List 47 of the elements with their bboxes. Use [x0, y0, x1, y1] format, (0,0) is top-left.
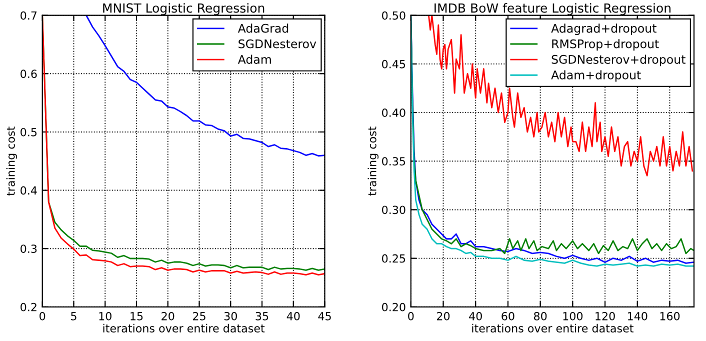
y-tick-label: 0.40	[382, 108, 406, 117]
y-tick-label: 0.30	[382, 206, 406, 214]
y-tick-label: 0.25	[382, 254, 406, 263]
legend-label: Adagrad+dropout	[551, 24, 656, 36]
line-series	[428, 15, 694, 176]
x-tick-label: 60	[502, 312, 514, 320]
chart-title: MNIST Logistic Regression	[103, 3, 264, 16]
legend-label: Adam	[238, 54, 271, 64]
y-axis-title: training cost	[6, 126, 18, 196]
y-tick-label: 0.4	[20, 186, 37, 195]
y-tick-label: 0.20	[382, 302, 406, 312]
x-tick-label: 40	[469, 312, 482, 320]
legend-label: Adam+dropout	[551, 70, 641, 82]
x-tick-label: 25	[192, 312, 206, 320]
x-axis-title: iterations over entire dataset	[103, 324, 265, 333]
chart-title: IMDB BoW feature Logistic Regression	[434, 3, 670, 16]
x-tick-label: 45	[318, 312, 331, 320]
y-tick-label: 0.50	[382, 11, 406, 20]
y-tick-label: 0.2	[20, 302, 36, 312]
x-tick-label: 15	[130, 312, 143, 320]
y-tick-label: 0.6	[20, 70, 37, 78]
x-tick-label: 120	[596, 312, 615, 320]
y-tick-label: 0.3	[20, 244, 37, 253]
x-axis-title: iterations over entire dataset	[472, 324, 634, 333]
x-tick-label: 160	[660, 312, 680, 320]
x-tick-label: 30	[224, 312, 237, 320]
x-tick-label: 10	[99, 312, 112, 320]
x-tick-label: 0	[408, 312, 414, 320]
line-series	[86, 15, 325, 157]
x-tick-label: 0	[40, 312, 46, 320]
x-tick-label: 20	[162, 312, 174, 320]
x-tick-label: 5	[71, 312, 76, 320]
x-tick-label: 35	[256, 312, 268, 320]
y-tick-label: 0.35	[382, 157, 406, 166]
legend-label: RMSProp+dropout	[552, 39, 659, 51]
y-tick-label: 0.7	[20, 11, 37, 20]
legend-label: AdaGrad	[238, 24, 288, 33]
legend-label: SGDNesterov+dropout	[552, 54, 686, 66]
y-tick-label: 0.45	[382, 60, 406, 68]
x-tick-label: 100	[563, 312, 583, 320]
x-tick-label: 20	[436, 312, 450, 320]
y-tick-label: 0.5	[20, 128, 37, 136]
legend-label: SGDNesterov	[238, 39, 316, 48]
y-axis-title: training cost	[368, 126, 379, 196]
x-tick-label: 140	[628, 312, 648, 320]
x-tick-label: 80	[534, 312, 547, 320]
x-tick-label: 40	[286, 312, 300, 320]
